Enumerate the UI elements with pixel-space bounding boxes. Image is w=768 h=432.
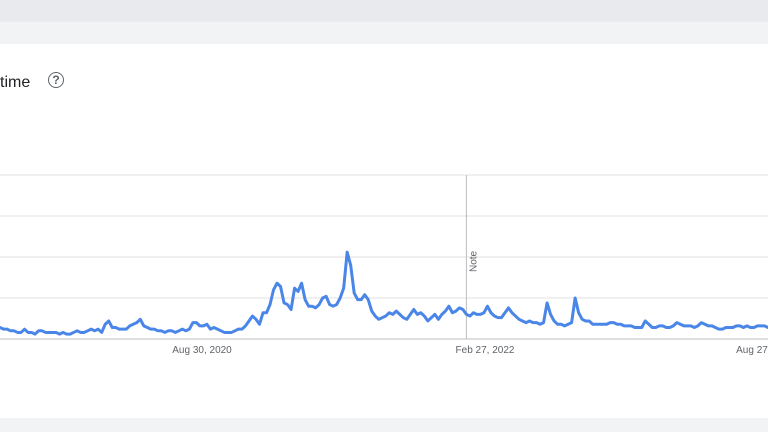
help-icon[interactable]: ?: [48, 72, 64, 88]
chart-card-title: time: [0, 74, 31, 91]
series-line: [0, 250, 768, 336]
chart-grid: [0, 174, 768, 340]
chart-card: [0, 44, 768, 418]
x-tick-label: Aug 27: [736, 345, 768, 356]
x-tick-label: Aug 30, 2020: [172, 345, 232, 356]
x-tick-label: Feb 27, 2022: [456, 345, 515, 356]
note-marker-label[interactable]: Note: [468, 250, 479, 272]
top-strip: [0, 0, 768, 22]
x-axis-ticks: Aug 30, 2020 Feb 27, 2022 Aug 27: [172, 345, 768, 356]
